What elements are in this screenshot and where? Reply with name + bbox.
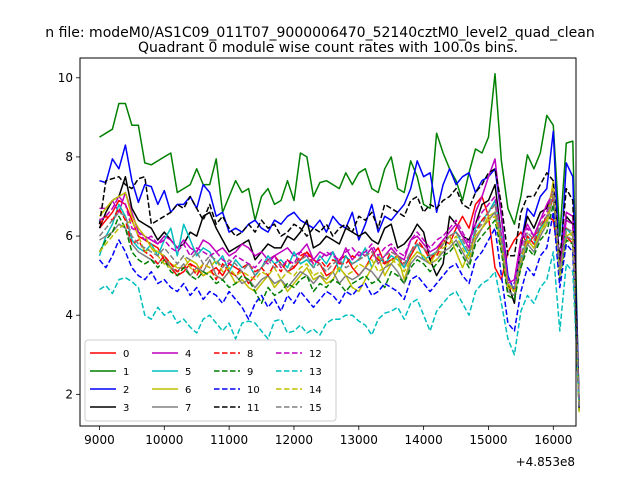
- tick-layer: 9000 10000 11000 12000 13000 14000 15000 16000 2…: [58, 71, 573, 447]
- series-line-9: [98, 203, 580, 411]
- y-tick-label: 2: [65, 387, 73, 401]
- legend-label-15: 15: [309, 403, 322, 414]
- legend-label-13: 13: [309, 367, 322, 378]
- legend-label-11: 11: [247, 403, 260, 414]
- axes-frame: [79, 57, 577, 427]
- series-line-0: [98, 195, 580, 407]
- y-tick-label: 6: [65, 229, 73, 243]
- chart-suptitle: n file: modeM0/AS1C09_011T07_9000006470_…: [45, 25, 594, 41]
- chart-title: Quadrant 0 module wise count rates with …: [138, 40, 518, 56]
- series-line-14: [98, 187, 580, 411]
- x-tick-label: 10000: [145, 433, 183, 447]
- series-layer: [98, 73, 580, 413]
- series-line-13: [99, 251, 580, 407]
- legend-label-2: 2: [123, 385, 129, 396]
- x-tick-label: 15000: [469, 433, 507, 447]
- series-line-8: [98, 195, 580, 407]
- x-tick-label: 14000: [405, 433, 443, 447]
- y-tick-label: 10: [58, 71, 73, 85]
- x-tick-label: 12000: [275, 433, 313, 447]
- legend-box: [84, 339, 337, 422]
- series-line-1: [99, 73, 580, 411]
- legend-label-12: 12: [309, 349, 322, 360]
- series-line-15: [98, 191, 580, 409]
- x-tick-label: 9000: [84, 433, 115, 447]
- legend-label-14: 14: [309, 385, 322, 396]
- legend-label-0: 0: [123, 349, 129, 360]
- x-tick-label: 13000: [340, 433, 378, 447]
- legend-label-10: 10: [247, 385, 260, 396]
- legend-label-9: 9: [247, 367, 253, 378]
- legend-label-1: 1: [123, 367, 129, 378]
- y-tick-label: 8: [65, 150, 73, 164]
- legend-label-6: 6: [185, 385, 191, 396]
- x-tick-label: 16000: [534, 433, 572, 447]
- y-tick-label: 4: [65, 308, 73, 322]
- legend-label-5: 5: [185, 367, 191, 378]
- series-line-12: [99, 187, 580, 407]
- x-tick-label: 11000: [210, 433, 248, 447]
- legend-label-8: 8: [247, 349, 253, 360]
- legend-label-3: 3: [123, 403, 129, 414]
- legend-label-4: 4: [185, 349, 191, 360]
- legend-label-7: 7: [185, 403, 191, 414]
- series-line-11: [98, 168, 580, 409]
- x-offset-label: +4.853e8: [516, 455, 575, 469]
- series-line-10: [98, 211, 580, 409]
